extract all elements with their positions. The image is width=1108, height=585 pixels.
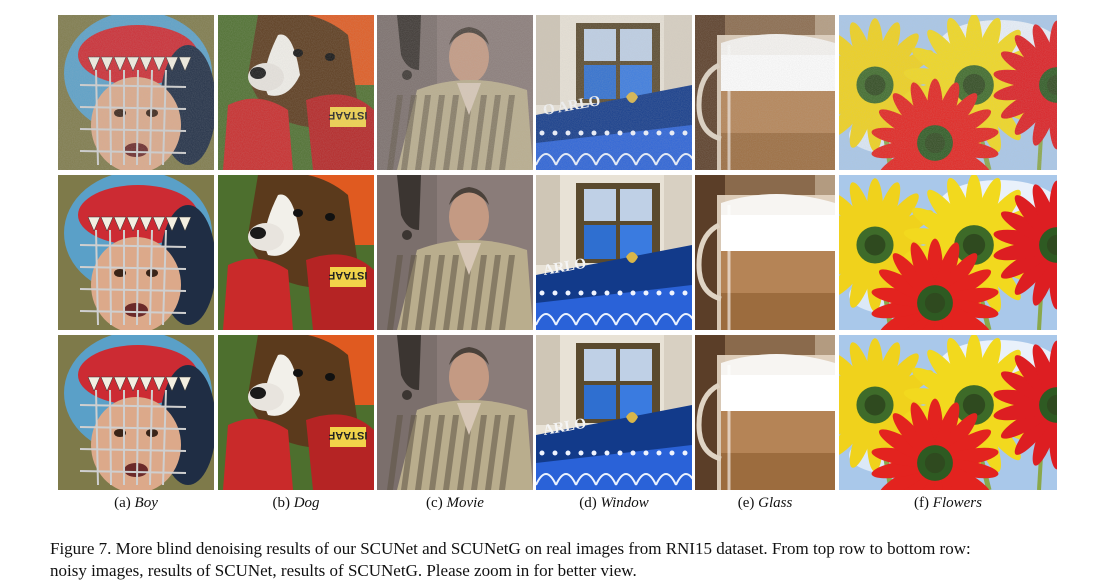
svg-text:ARLO: ARLO xyxy=(542,416,587,439)
image-flowers-row1 xyxy=(839,15,1057,170)
image-movie-row2 xyxy=(377,175,533,330)
image-movie-row1 xyxy=(377,15,533,170)
image-boy-row2 xyxy=(58,175,214,330)
image-flowers-row3 xyxy=(839,335,1057,490)
subcaption-glass: (e) Glass xyxy=(737,495,793,511)
figure-caption: Figure 7. More blind denoising results o… xyxy=(50,538,1080,582)
image-window-row2: ARLO xyxy=(536,175,692,330)
subcaption-movie: (c) Movie xyxy=(426,495,484,511)
subcaption-dog: (b) Dog xyxy=(272,495,320,511)
subcaption-flowers: (f) Flowers xyxy=(914,495,982,511)
image-window-row3: ARLO xyxy=(536,335,692,490)
subcaption-window: (d) Window xyxy=(579,495,649,511)
svg-text:ISTAAF: ISTAAF xyxy=(328,429,367,441)
image-glass-row2 xyxy=(695,175,835,330)
image-dog-row1: ISTAAF xyxy=(218,15,374,170)
image-glass-row1 xyxy=(695,15,835,170)
image-movie-row3 xyxy=(377,335,533,490)
image-boy-row3 xyxy=(58,335,214,490)
svg-text:ARLO: ARLO xyxy=(542,256,587,279)
image-glass-row3 xyxy=(695,335,835,490)
image-dog-row3: ISTAAF xyxy=(218,335,374,490)
image-boy-row1 xyxy=(58,15,214,170)
caption-line-2: noisy images, results of SCUNet, results… xyxy=(50,561,637,580)
svg-text:ISTAAF: ISTAAF xyxy=(328,269,367,281)
image-flowers-row2 xyxy=(839,175,1057,330)
subcaption-boy: (a) Boy xyxy=(114,495,158,511)
image-window-row1: O ARLO xyxy=(536,15,692,170)
caption-line-1: Figure 7. More blind denoising results o… xyxy=(50,539,971,558)
image-dog-row2: ISTAAF xyxy=(218,175,374,330)
